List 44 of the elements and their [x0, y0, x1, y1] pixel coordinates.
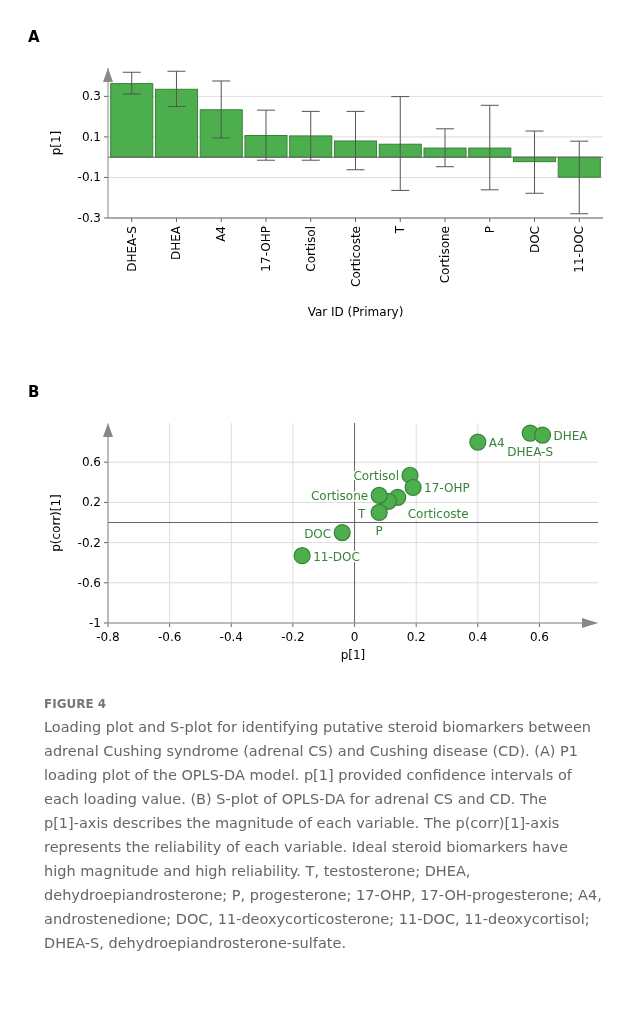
- x-tick-label: -0.2: [281, 630, 305, 644]
- x-tick-label: 11-DOC: [572, 226, 587, 273]
- y-tick-label: 0.2: [81, 495, 101, 510]
- y-tick-label: -0.6: [77, 575, 101, 590]
- x-tick-label: A4: [214, 226, 229, 242]
- annotation: DOC: [304, 526, 332, 541]
- x-tick-label: DOC: [527, 226, 542, 254]
- x-tick-label: T: [393, 225, 408, 235]
- annotation: DHEA: [553, 429, 589, 444]
- y-tick-label: 0.1: [81, 129, 101, 144]
- x-tick-label: DHEA-S: [124, 226, 139, 272]
- y-axis-title: p[1]: [49, 130, 63, 156]
- y-tick-label: -0.1: [77, 170, 101, 185]
- x-tick-label: 0: [350, 630, 359, 644]
- y-tick-label: 0.6: [81, 455, 101, 470]
- x-tick-label: 17-OHP: [258, 226, 273, 272]
- y-tick-label: -0.2: [77, 535, 101, 550]
- x-axis-title: p[1]: [340, 648, 366, 662]
- x-tick-label: Cortisone: [438, 226, 453, 284]
- chart-title: A: [28, 28, 40, 46]
- x-tick-label: -0.4: [219, 630, 243, 644]
- y-tick-label: -1: [89, 616, 101, 630]
- x-tick-label: 0.6: [529, 630, 549, 644]
- annotation: T: [357, 507, 367, 522]
- text: Loading plot and S-plot for identifying putative steroid biomarkers between adrenal Cushing syndrome (adrenal CS) and Cushing disease (CD). (A) P1 loading plot of the OPLS-DA model. p[1] provided confidence intervals of each loading value. (B) S-plot of OPLS-DA for adrenal CS and CD. The p[1]-axis describes the magnitude of each variable. The p(corr)[1]-axis represents the reliability of each variable. Ideal steroid biomarkers have high magnitude and high reliability. T, testosterone; DHEA, dehydroepiandrosterone; P, progesterone; 17-OHP, 17-OH-progesterone; A4, androstenedione; DOC, 11-deoxycorticosterone; 11-DOC, 11-deoxycortisol; DHEA-S, dehydroepiandrosterone-sulfate.: [44, 719, 602, 951]
- chart-title: B: [28, 383, 40, 401]
- y-axis-title: p(corr)[1]: [49, 494, 63, 552]
- annotation: P: [375, 524, 383, 539]
- annotation: A4: [488, 436, 505, 451]
- x-tick-label: DHEA: [169, 225, 184, 261]
- x-tick-label: 0.4: [468, 630, 488, 644]
- x-tick-label: Corticoste: [348, 226, 363, 287]
- x-tick-label: Cortisol: [303, 226, 318, 272]
- annotation: DHEA-S: [507, 445, 554, 460]
- x-tick-label: 0.2: [406, 630, 426, 644]
- caption: FIGURE 4: [44, 697, 107, 711]
- y-tick-label: -0.3: [77, 211, 101, 225]
- x-tick-label: P: [482, 226, 497, 234]
- annotation: Corticoste: [407, 507, 469, 522]
- x-tick-label: -0.8: [96, 630, 120, 644]
- x-axis-title: Var ID (Primary): [307, 305, 404, 319]
- x-tick-label: -0.6: [157, 630, 182, 644]
- annotation: 17-OHP: [424, 481, 470, 496]
- y-tick-label: 0.3: [81, 89, 101, 104]
